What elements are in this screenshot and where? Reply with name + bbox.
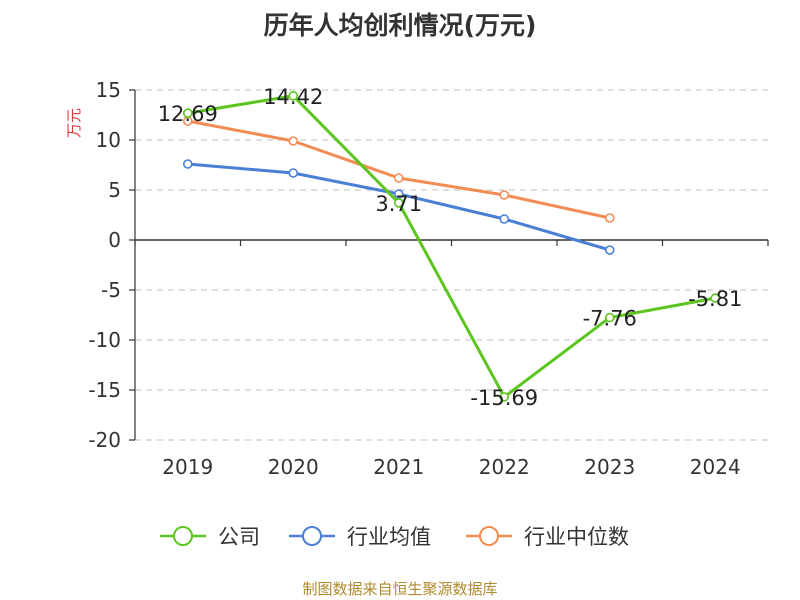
chart-title: 历年人均创利情况(万元) — [263, 11, 537, 40]
legend-item-label: 公司 — [218, 525, 260, 549]
y-tick-label: -15 — [88, 378, 121, 402]
grid-lines — [135, 89, 768, 441]
legend: 公司 行业均值 行业中位数 — [160, 525, 629, 549]
series-line — [186, 94, 717, 399]
x-tick-label: 2020 — [268, 455, 319, 479]
series — [182, 91, 721, 402]
data-label: 14.42 — [263, 85, 323, 109]
y-tick-label: -5 — [101, 278, 121, 302]
y-tick-label: 10 — [96, 128, 121, 152]
data-point — [604, 312, 615, 323]
y-tick-label: -20 — [88, 428, 121, 452]
data-point — [604, 213, 615, 223]
axes: 15 10 5 0 -5 -10 -15 -20 2019 2020 2021 2022 2023 202… — [65, 78, 769, 479]
legend-item-label: 行业均值 — [347, 525, 431, 549]
legend-item-label: 行业中位数 — [524, 525, 629, 549]
y-tick-label: 5 — [108, 178, 121, 202]
y-tick-label: 15 — [96, 78, 121, 102]
data-point — [393, 189, 404, 199]
x-tick-label: 2021 — [373, 455, 424, 479]
data-label: -7.76 — [583, 307, 637, 331]
data-point — [499, 214, 510, 224]
data-point — [393, 173, 404, 183]
data-label: -5.81 — [688, 287, 742, 311]
source-footer: 制图数据来自恒生聚源数据库 — [302, 580, 498, 598]
y-tick-label: -10 — [88, 328, 121, 352]
data-label: -15.69 — [470, 386, 538, 410]
y-axis-label: 万元 — [65, 108, 83, 138]
legend-marker — [302, 526, 322, 546]
y-tick-label: 0 — [108, 228, 121, 252]
data-point — [288, 136, 299, 146]
data-labels: 12.69 14.42 3.71 -15.69 -7.76 -5.81 — [158, 85, 743, 410]
data-point — [499, 392, 510, 402]
data-point — [710, 293, 721, 303]
x-tick-label: 2023 — [584, 455, 635, 479]
data-point — [288, 168, 299, 178]
data-point — [182, 159, 193, 169]
data-point — [499, 190, 510, 200]
data-point — [288, 91, 299, 101]
data-point — [182, 108, 193, 118]
data-point — [393, 198, 404, 208]
data-point — [604, 245, 615, 255]
data-label: 12.69 — [158, 102, 218, 126]
legend-marker — [479, 526, 499, 546]
x-tick-label: 2019 — [162, 455, 213, 479]
legend-marker — [173, 526, 193, 546]
x-tick-label: 2024 — [690, 455, 741, 479]
x-tick-label: 2022 — [479, 455, 530, 479]
data-label: 3.71 — [375, 192, 422, 216]
